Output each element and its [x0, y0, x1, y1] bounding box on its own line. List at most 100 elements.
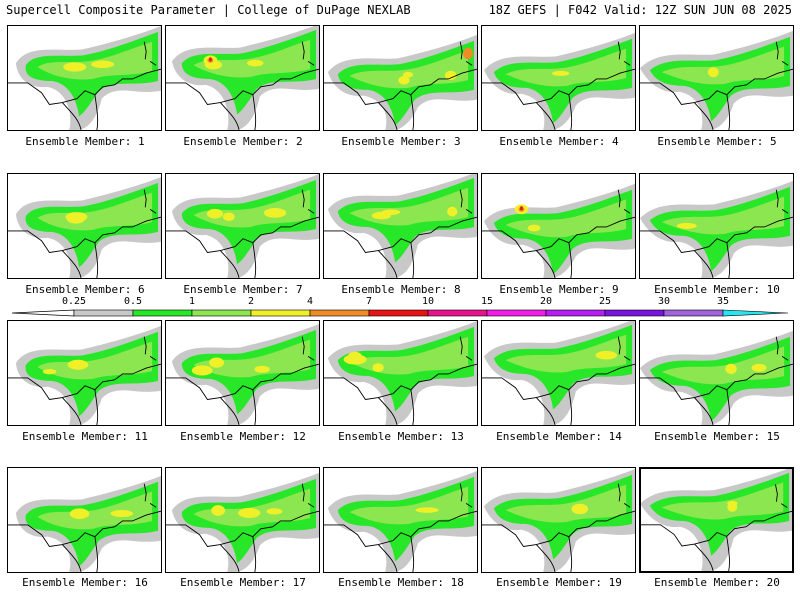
state-border-line — [301, 189, 315, 214]
coastline — [693, 94, 731, 130]
scp-contour-1 — [505, 484, 627, 523]
state-border-line — [143, 189, 157, 214]
state-border-line — [301, 336, 315, 361]
colorbar-tick-label: 35 — [716, 296, 730, 307]
colorbar-tick-label: 10 — [421, 296, 435, 307]
ensemble-map-panel[interactable] — [323, 173, 478, 279]
ensemble-map-panel[interactable] — [639, 467, 794, 573]
coastline — [535, 389, 573, 425]
colorbar-swatch — [663, 309, 724, 317]
ensemble-map-panel[interactable] — [7, 173, 162, 279]
state-border-line — [640, 68, 793, 105]
colorbar-swatch — [486, 309, 547, 317]
colorbar-tick-label: 30 — [657, 296, 671, 307]
model-run-info: 18Z GEFS | F042 Valid: 12Z SUN JUN 08 20… — [488, 3, 792, 17]
ensemble-map-panel[interactable] — [639, 25, 794, 131]
color-scale-bar — [11, 309, 789, 317]
ensemble-map-panel[interactable] — [7, 467, 162, 573]
state-border-line — [641, 510, 792, 547]
state-border-line — [324, 216, 477, 253]
state-border-line — [617, 483, 631, 508]
ensemble-map-panel[interactable] — [323, 320, 478, 426]
colorbar-swatch — [191, 309, 252, 317]
colorbar-tick-label: 4 — [306, 296, 314, 307]
ensemble-map-panel[interactable] — [481, 173, 636, 279]
ensemble-map-panel[interactable] — [7, 25, 162, 131]
ensemble-map-panel[interactable] — [481, 467, 636, 573]
coastline — [219, 536, 257, 572]
colorbar-swatch — [427, 309, 488, 317]
coastline — [61, 242, 99, 278]
state-border-line — [459, 189, 473, 214]
ensemble-member-label: Ensemble Member: 10 — [654, 283, 780, 296]
ensemble-member-label: Ensemble Member: 1 — [25, 135, 145, 148]
scp-contour-1 — [193, 189, 311, 228]
state-border-line — [640, 363, 793, 400]
colorbar-swatch — [309, 309, 370, 317]
ensemble-map-panel[interactable] — [323, 25, 478, 131]
coastline — [535, 242, 573, 278]
scp-contour-2 — [707, 67, 719, 78]
state-border-line — [640, 216, 793, 253]
scp-contour-2 — [372, 363, 384, 373]
scp-contour-1 — [193, 339, 311, 378]
colorbar-min-arrow — [11, 309, 75, 317]
state-border-line — [482, 68, 635, 105]
scp-contour-2 — [246, 59, 264, 67]
ensemble-member-label: Ensemble Member: 17 — [180, 576, 306, 589]
colorbar-max-arrow — [722, 309, 789, 317]
state-border-line — [324, 363, 477, 400]
ensemble-map-panel[interactable] — [639, 320, 794, 426]
state-border-line — [166, 216, 319, 253]
coastline — [377, 242, 415, 278]
scp-contour-2 — [398, 75, 410, 85]
ensemble-map-panel[interactable] — [165, 25, 320, 131]
scp-contour-2 — [381, 209, 401, 216]
ensemble-map-panel[interactable] — [481, 320, 636, 426]
ensemble-map-panel[interactable] — [165, 467, 320, 573]
scp-contour-1 — [37, 192, 153, 231]
scp-contour-2 — [444, 70, 457, 81]
state-border-line — [775, 484, 788, 508]
scp-contour-2 — [254, 365, 270, 373]
ensemble-map-panel[interactable] — [639, 173, 794, 279]
scp-contour-2 — [238, 507, 261, 519]
ensemble-map-panel[interactable] — [7, 320, 162, 426]
ensemble-map-panel[interactable] — [323, 467, 478, 573]
coastline — [61, 536, 99, 572]
state-border-line — [8, 363, 161, 400]
state-border-line — [324, 510, 477, 547]
scp-contour-2 — [206, 208, 224, 219]
scp-contour-1 — [37, 491, 153, 530]
ensemble-member-label: Ensemble Member: 11 — [22, 430, 148, 443]
state-border-line — [143, 41, 157, 66]
ensemble-map-panel[interactable] — [165, 320, 320, 426]
colorbar-swatch — [250, 309, 311, 317]
colorbar-swatch — [368, 309, 429, 317]
ensemble-member-label: Ensemble Member: 14 — [496, 430, 622, 443]
colorbar-tick-label: 1 — [188, 296, 196, 307]
ensemble-member-label: Ensemble Member: 15 — [654, 430, 780, 443]
scp-contour-2 — [67, 359, 89, 370]
ensemble-member-label: Ensemble Member: 5 — [657, 135, 777, 148]
state-border-line — [459, 336, 473, 361]
scp-contour-2 — [69, 508, 90, 520]
coastline — [219, 242, 257, 278]
ensemble-map-panel[interactable] — [481, 25, 636, 131]
scp-contour-2 — [571, 503, 589, 515]
coastline — [377, 536, 415, 572]
state-border-line — [8, 68, 161, 105]
ensemble-member-label: Ensemble Member: 16 — [22, 576, 148, 589]
scp-contour-1 — [193, 39, 311, 78]
state-border-line — [775, 336, 789, 361]
coastline — [377, 94, 415, 130]
ensemble-map-panel[interactable] — [165, 173, 320, 279]
scp-contour-2 — [209, 357, 225, 368]
ensemble-member-label: Ensemble Member: 3 — [341, 135, 461, 148]
ensemble-member-label: Ensemble Member: 19 — [496, 576, 622, 589]
ensemble-member-label: Ensemble Member: 8 — [341, 283, 461, 296]
scp-contour-2 — [266, 508, 283, 515]
ensemble-member-label: Ensemble Member: 6 — [25, 283, 145, 296]
state-border-line — [617, 336, 631, 361]
scp-contour-2 — [725, 363, 737, 375]
